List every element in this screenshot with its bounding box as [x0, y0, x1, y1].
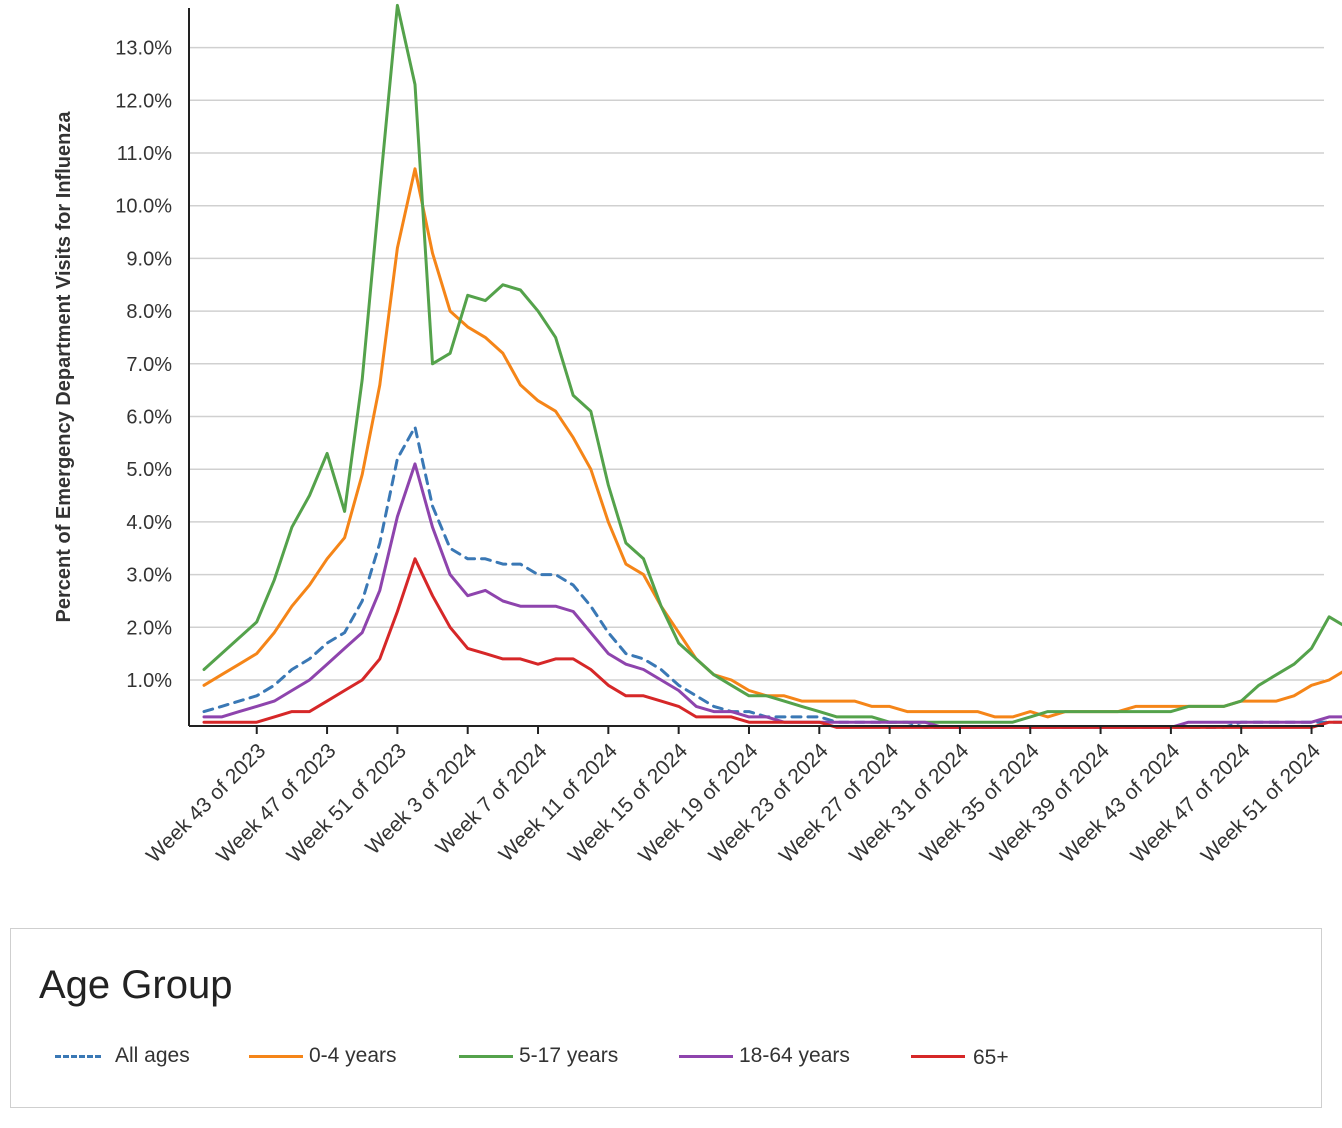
axes: 1.0% 2.0% 3.0% 4.0% 5.0% 6.0% 7.0% 8.0% 9.0% 10.0… [115, 8, 1325, 868]
legend-label: 65+ [973, 1046, 1009, 1069]
y-tick-label: 10.0% [115, 196, 172, 218]
grid-lines [189, 46, 1324, 681]
series-line-65-[interactable] [202, 557, 1342, 729]
legend-swatch-65-plus [911, 1054, 965, 1058]
x-tick-label: Week 11 of 2024 [495, 739, 622, 866]
legend-swatch-5-17-years [459, 1054, 513, 1058]
legend-item-0-4-years[interactable]: 0-4 years [249, 1041, 397, 1071]
y-tick-label: 4.0% [126, 512, 172, 534]
y-tick-label: 1.0% [126, 670, 172, 692]
y-tick-label: 5.0% [126, 459, 172, 481]
series-line-all-ages[interactable] [202, 425, 1342, 729]
legend-title: Age Group [39, 963, 233, 1007]
y-tick-label: 9.0% [126, 248, 172, 270]
legend-item-65-plus[interactable]: 65+ [911, 1041, 1009, 1071]
legend-swatch-all-ages [55, 1054, 101, 1058]
series-line-18-64-years[interactable] [202, 462, 1342, 729]
series-lines [202, 3, 1342, 729]
x-tick-label: Week 47 of 2023 [212, 739, 340, 867]
legend-label: 18-64 years [739, 1044, 850, 1067]
y-tick-label: 11.0% [117, 143, 172, 165]
x-tick-label: Week 15 of 2024 [564, 739, 692, 867]
y-tick-label: 2.0% [126, 617, 172, 639]
x-tick-label: Week 51 of 2023 [283, 739, 411, 867]
x-tick-label: Week 31 of 2024 [845, 739, 973, 867]
y-axis-title: Percent of Emergency Department Visits f… [53, 111, 75, 623]
x-tick-label: Week 35 of 2024 [916, 739, 1044, 867]
x-tick-label: Week 27 of 2024 [775, 739, 903, 867]
y-tick-label: 7.0% [126, 354, 172, 376]
x-tick-label: Week 43 of 2023 [142, 739, 270, 867]
legend-item-5-17-years[interactable]: 5-17 years [459, 1041, 618, 1071]
y-tick-label: 3.0% [126, 565, 172, 587]
y-tick-label: 13.0% [115, 38, 172, 60]
x-tick-label: Week 47 of 2024 [1126, 739, 1254, 867]
x-tick-label: Week 39 of 2024 [986, 739, 1114, 867]
x-tick-label: Week 23 of 2024 [705, 739, 833, 867]
legend-swatch-18-64-years [679, 1054, 733, 1058]
legend-label: 5-17 years [519, 1044, 619, 1067]
x-tick-label: Week 51 of 2024 [1197, 739, 1325, 867]
legend-swatch-0-4-years [249, 1054, 303, 1058]
y-tick-label: 12.0% [115, 90, 172, 112]
legend-label: 0-4 years [309, 1044, 397, 1067]
y-tick-label: 8.0% [126, 301, 172, 323]
legend-item-18-64-years[interactable]: 18-64 years [679, 1041, 850, 1071]
legend: Age Group All ages 0-4 years 5-17 years … [10, 928, 1322, 1108]
y-tick-label: 6.0% [126, 407, 172, 429]
series-line-5-17-years[interactable] [202, 3, 1342, 724]
x-tick-label: Week 43 of 2024 [1056, 739, 1184, 867]
legend-label: All ages [115, 1044, 190, 1067]
legend-item-all-ages[interactable]: All ages [55, 1041, 190, 1071]
x-tick-label: Week 19 of 2024 [634, 739, 762, 867]
chart-area: 1.0% 2.0% 3.0% 4.0% 5.0% 6.0% 7.0% 8.0% 9.0% 10.0… [53, 3, 1342, 868]
